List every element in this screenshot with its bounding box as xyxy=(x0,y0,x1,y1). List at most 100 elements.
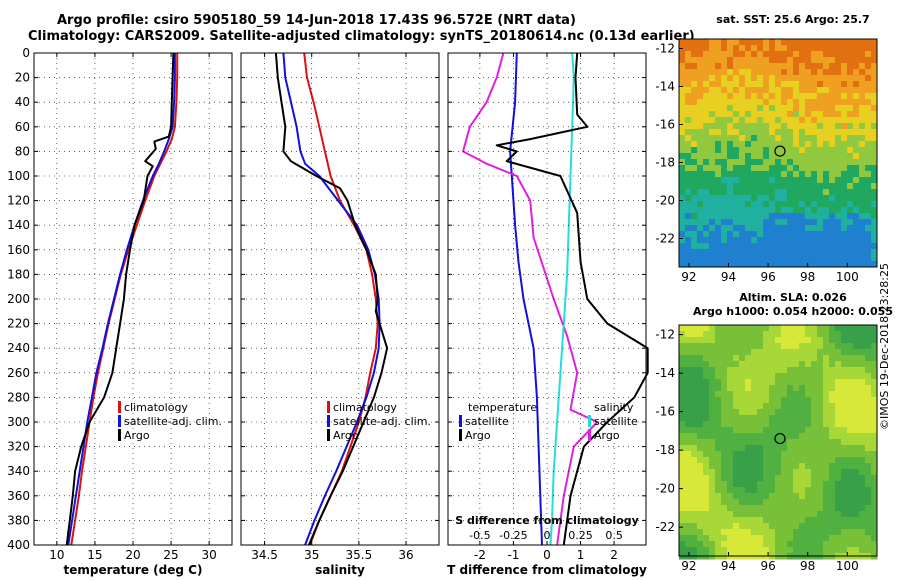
depth-tick-label: 160 xyxy=(7,243,30,257)
sla_map-cell xyxy=(739,343,746,350)
sst_map-cell xyxy=(811,81,818,88)
sla_map-cell xyxy=(823,463,830,470)
sla_map-cell xyxy=(811,535,818,542)
difference-line-t-satellite xyxy=(549,52,575,546)
sst_map-cell xyxy=(841,45,848,52)
sla_map-cell xyxy=(775,547,782,554)
sla_map-cell xyxy=(823,535,830,542)
sla_map-cell xyxy=(865,385,872,392)
sst_map-cell xyxy=(841,255,848,262)
sst_map-cell xyxy=(841,141,848,148)
sla_map-cell xyxy=(781,523,788,530)
sla_map-cell xyxy=(721,397,728,404)
sst_map-cell xyxy=(865,153,872,160)
sla_map-cell xyxy=(793,397,800,404)
sla_map-cell xyxy=(823,517,830,524)
sla_map-cell xyxy=(799,337,806,344)
sla_map-cell xyxy=(811,511,818,518)
sst_map-cell xyxy=(697,129,704,136)
sst_map-cell xyxy=(817,57,824,64)
sst_map-cell xyxy=(721,117,728,124)
sla_map-cell xyxy=(769,463,776,470)
sst_map-cell xyxy=(769,171,776,178)
sla_map-cell xyxy=(727,403,734,410)
sla_map-cell xyxy=(841,529,848,536)
sst_map-cell xyxy=(739,201,746,208)
sla_map-cell xyxy=(823,499,830,506)
sst_map-ytick-label: -12 xyxy=(655,42,675,56)
sst_map-cell xyxy=(715,57,722,64)
sst_map-cell xyxy=(709,57,716,64)
sla_map-cell xyxy=(823,349,830,356)
sst_map-cell xyxy=(685,129,692,136)
sst_map-cell xyxy=(775,261,782,268)
sst_map-cell xyxy=(763,165,770,172)
sla_map-cell xyxy=(679,421,686,428)
sla_map-cell xyxy=(799,499,806,506)
sla_map-cell xyxy=(787,469,794,476)
sst_map-cell xyxy=(733,51,740,58)
sla_map-cell xyxy=(829,427,836,434)
sst_map-cell xyxy=(685,189,692,196)
sla_map-cell xyxy=(703,379,710,386)
sla_map-cell xyxy=(871,331,878,338)
sst_map-cell xyxy=(781,123,788,130)
sla_map-cell xyxy=(805,349,812,356)
sst_map-cell xyxy=(787,231,794,238)
sst_map-cell xyxy=(829,51,836,58)
sla_map-cell xyxy=(763,523,770,530)
sla_map-cell xyxy=(835,457,842,464)
sla_map-cell xyxy=(859,391,866,398)
sst_map-cell xyxy=(697,45,704,52)
sla_map-cell xyxy=(847,343,854,350)
sla_map-cell xyxy=(769,487,776,494)
sla_map-cell xyxy=(751,355,758,362)
sst_map-cell xyxy=(787,171,794,178)
sst_map-cell xyxy=(733,69,740,76)
sst_map-cell xyxy=(817,45,824,52)
sla_map-cell xyxy=(751,391,758,398)
sst_map-cell xyxy=(709,51,716,58)
sst_map-cell xyxy=(691,63,698,70)
sst_map-cell xyxy=(829,243,836,250)
sla_map-cell xyxy=(817,361,824,368)
sst_map-cell xyxy=(793,57,800,64)
sla_map-cell xyxy=(871,379,878,386)
sla_map-cell xyxy=(697,367,704,374)
sla_map-cell xyxy=(853,397,860,404)
sla_map-cell xyxy=(703,349,710,356)
sst_map-cell xyxy=(757,111,764,118)
sst_map-cell xyxy=(697,75,704,82)
sst_map-cell xyxy=(715,111,722,118)
sst_map-cell xyxy=(679,261,686,268)
sst_map-cell xyxy=(709,141,716,148)
sst_map-cell xyxy=(835,123,842,130)
sla_map-cell xyxy=(817,511,824,518)
sla_map-cell xyxy=(817,427,824,434)
sla_map-cell xyxy=(787,373,794,380)
sla_map-cell xyxy=(739,535,746,542)
sla_map-ytick-label: -12 xyxy=(655,328,675,342)
sst_map-cell xyxy=(829,195,836,202)
sst_map-cell xyxy=(835,57,842,64)
sst_map-cell xyxy=(853,141,860,148)
sst_map-cell xyxy=(853,39,860,46)
sla_map-cell xyxy=(817,349,824,356)
sst_map-cell xyxy=(697,81,704,88)
difference-s-legend-label: Argo xyxy=(594,429,620,442)
sla_map-cell xyxy=(751,403,758,410)
sla_map-cell xyxy=(715,385,722,392)
sla_map-cell xyxy=(769,349,776,356)
sst_map-cell xyxy=(871,243,878,250)
sst_map-cell xyxy=(805,261,812,268)
sst_map-cell xyxy=(691,51,698,58)
sla_map-cell xyxy=(865,499,872,506)
sst_map-cell xyxy=(859,159,866,166)
depth-tick-label: 180 xyxy=(7,267,30,281)
sst_map-cell xyxy=(679,111,686,118)
sla_map-cell xyxy=(871,469,878,476)
sst_map-cell xyxy=(847,213,854,220)
sla_map-cell xyxy=(763,349,770,356)
sst_map-cell xyxy=(679,147,686,154)
sst_map-cell xyxy=(751,207,758,214)
